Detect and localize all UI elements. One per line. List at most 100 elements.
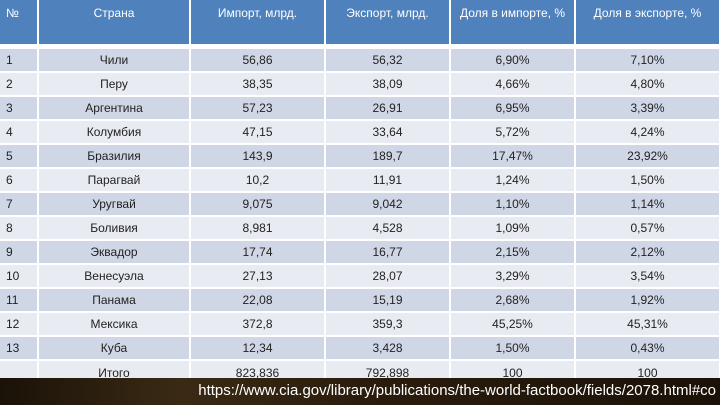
cell-export-share: 4,80%: [575, 72, 720, 97]
header-number: №: [0, 0, 39, 44]
cell-export: 28,07: [325, 264, 451, 289]
table-row: 8 Боливия 8,981 4,528 1,09% 0,57%: [0, 216, 720, 241]
table-row: 5 Бразилия 143,9 189,7 17,47% 23,92%: [0, 144, 720, 169]
cell-export-share: 23,92%: [575, 144, 720, 169]
cell-number: 8: [0, 216, 39, 241]
cell-country: Чили: [38, 48, 191, 73]
cell-import: 8,981: [190, 216, 326, 241]
table-header-row: № Страна Импорт, млрд. Экспорт, млрд. Доля в…: [0, 0, 720, 44]
cell-import-share: 4,66%: [450, 72, 576, 97]
cell-import: 372,8: [190, 312, 326, 337]
table-row: 7 Уругвай 9,075 9,042 1,10% 1,14%: [0, 192, 720, 217]
cell-import-share: 1,50%: [450, 336, 576, 361]
cell-country: Эквадор: [38, 240, 191, 265]
cell-export: 38,09: [325, 72, 451, 97]
cell-export-share: 0,57%: [575, 216, 720, 241]
table-row: 10 Венесуэла 27,13 28,07 3,29% 3,54%: [0, 264, 720, 289]
cell-country: Колумбия: [38, 120, 191, 145]
table-row: 12 Мексика 372,8 359,3 45,25% 45,31%: [0, 312, 720, 337]
cell-number: 7: [0, 192, 39, 217]
cell-export: 189,7: [325, 144, 451, 169]
cell-number: 2: [0, 72, 39, 97]
cell-export: 16,77: [325, 240, 451, 265]
cell-country: Панама: [38, 288, 191, 313]
cell-export-share: 45,31%: [575, 312, 720, 337]
cell-import: 47,15: [190, 120, 326, 145]
cell-number: 9: [0, 240, 39, 265]
cell-country: Мексика: [38, 312, 191, 337]
header-export-share: Доля в экспорте, %: [575, 0, 720, 44]
cell-number: 5: [0, 144, 39, 169]
cell-export-share: 7,10%: [575, 48, 720, 73]
cell-import-share: 1,09%: [450, 216, 576, 241]
footer-bar: https://www.cia.gov/library/publications…: [0, 378, 720, 405]
cell-import-share: 1,24%: [450, 168, 576, 193]
cell-import: 56,86: [190, 48, 326, 73]
cell-export: 15,19: [325, 288, 451, 313]
cell-country: Перу: [38, 72, 191, 97]
cell-country: Куба: [38, 336, 191, 361]
header-import: Импорт, млрд.: [190, 0, 326, 44]
cell-country: Парагвай: [38, 168, 191, 193]
table-row: 9 Эквадор 17,74 16,77 2,15% 2,12%: [0, 240, 720, 265]
spacer-cell: [0, 44, 720, 49]
source-link[interactable]: https://www.cia.gov/library/publications…: [198, 382, 716, 399]
cell-country: Уругвай: [38, 192, 191, 217]
cell-export: 56,32: [325, 48, 451, 73]
cell-import: 38,35: [190, 72, 326, 97]
cell-import: 22,08: [190, 288, 326, 313]
table-row: 13 Куба 12,34 3,428 1,50% 0,43%: [0, 336, 720, 361]
cell-import: 17,74: [190, 240, 326, 265]
cell-export-share: 2,12%: [575, 240, 720, 265]
cell-number: 11: [0, 288, 39, 313]
table-row: 4 Колумбия 47,15 33,64 5,72% 4,24%: [0, 120, 720, 145]
cell-export: 3,428: [325, 336, 451, 361]
cell-number: 3: [0, 96, 39, 121]
cell-number: 13: [0, 336, 39, 361]
table-row: 1 Чили 56,86 56,32 6,90% 7,10%: [0, 48, 720, 73]
spacer: [0, 44, 720, 49]
cell-export-share: 3,39%: [575, 96, 720, 121]
cell-import-share: 1,10%: [450, 192, 576, 217]
cell-export: 9,042: [325, 192, 451, 217]
table-row: 2 Перу 38,35 38,09 4,66% 4,80%: [0, 72, 720, 97]
cell-export: 11,91: [325, 168, 451, 193]
header-country: Страна: [38, 0, 191, 44]
cell-import-share: 5,72%: [450, 120, 576, 145]
cell-import-share: 17,47%: [450, 144, 576, 169]
cell-number: 4: [0, 120, 39, 145]
cell-number: 1: [0, 48, 39, 73]
cell-country: Аргентина: [38, 96, 191, 121]
table-row: 11 Панама 22,08 15,19 2,68% 1,92%: [0, 288, 720, 313]
cell-import: 143,9: [190, 144, 326, 169]
cell-number: 12: [0, 312, 39, 337]
table-row: 3 Аргентина 57,23 26,91 6,95% 3,39%: [0, 96, 720, 121]
cell-number: 10: [0, 264, 39, 289]
cell-import-share: 2,68%: [450, 288, 576, 313]
cell-import-share: 6,90%: [450, 48, 576, 73]
cell-export-share: 3,54%: [575, 264, 720, 289]
cell-country: Боливия: [38, 216, 191, 241]
cell-import-share: 3,29%: [450, 264, 576, 289]
cell-country: Венесуэла: [38, 264, 191, 289]
cell-number: 6: [0, 168, 39, 193]
cell-import-share: 45,25%: [450, 312, 576, 337]
cell-import-share: 2,15%: [450, 240, 576, 265]
cell-country: Бразилия: [38, 144, 191, 169]
cell-export: 4,528: [325, 216, 451, 241]
trade-table: № Страна Импорт, млрд. Экспорт, млрд. Доля в…: [0, 0, 720, 387]
cell-export-share: 1,50%: [575, 168, 720, 193]
cell-import-share: 6,95%: [450, 96, 576, 121]
header-export: Экспорт, млрд.: [325, 0, 451, 44]
cell-export-share: 1,92%: [575, 288, 720, 313]
cell-export-share: 4,24%: [575, 120, 720, 145]
header-import-share: Доля в импорте, %: [450, 0, 576, 44]
cell-import: 10,2: [190, 168, 326, 193]
cell-export: 26,91: [325, 96, 451, 121]
cell-export: 33,64: [325, 120, 451, 145]
cell-export-share: 0,43%: [575, 336, 720, 361]
cell-import: 27,13: [190, 264, 326, 289]
table-row: 6 Парагвай 10,2 11,91 1,24% 1,50%: [0, 168, 720, 193]
cell-export-share: 1,14%: [575, 192, 720, 217]
cell-export: 359,3: [325, 312, 451, 337]
